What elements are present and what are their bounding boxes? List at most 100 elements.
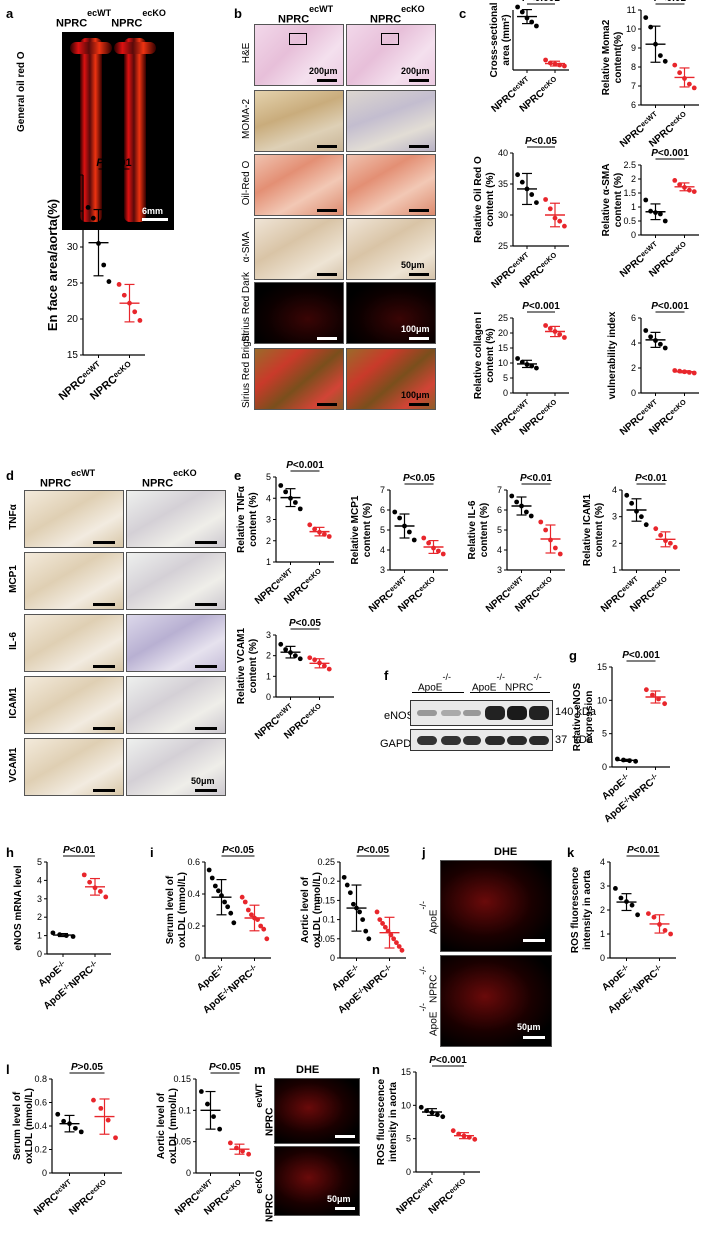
y-axis-label: Relative collagen Icontent (%) xyxy=(473,312,496,399)
data-point xyxy=(344,882,350,888)
group-tick-label: NPRCecWT xyxy=(617,239,662,280)
y-tick-label: 0 xyxy=(330,953,335,963)
y-tick-label: 4 xyxy=(497,545,502,555)
data-point xyxy=(225,904,231,910)
data-point xyxy=(461,1133,467,1139)
data-point xyxy=(391,936,397,942)
group-tick-label: NPRCecWT xyxy=(252,701,297,742)
data-point xyxy=(101,262,107,268)
y-tick-label: 4 xyxy=(37,875,42,885)
y-axis-label: Relative VCAM1content (%) xyxy=(236,627,259,704)
y-tick-label: 0.25 xyxy=(317,857,335,867)
y-tick-label: 1 xyxy=(266,557,271,567)
data-point xyxy=(662,701,668,707)
group-tick-label: NPRCecKO xyxy=(516,250,561,291)
group-tick-label: NPRCecWT xyxy=(488,74,533,115)
data-point xyxy=(396,944,402,949)
group-tick-label: NPRCecKO xyxy=(512,574,557,615)
data-point xyxy=(363,928,369,934)
y-tick-label: 25 xyxy=(498,241,508,251)
blot-size-gapdh: 37 kDa xyxy=(555,734,593,746)
y-tick-label: 3 xyxy=(612,512,617,522)
y-tick-label: 30 xyxy=(67,242,79,253)
data-point xyxy=(648,334,654,340)
data-point xyxy=(523,509,529,515)
group-tick-label: ApoE-/-NPRC-/- xyxy=(200,962,261,1016)
data-point xyxy=(557,551,563,557)
y-tick-label: 6 xyxy=(380,505,385,515)
group-tick-label: NPRCecKO xyxy=(627,574,672,615)
panel-j-row-dko: ApoE-/-NPRC-/- xyxy=(418,966,440,1036)
data-point xyxy=(547,326,553,331)
data-point xyxy=(643,197,649,203)
y-tick-label: 15 xyxy=(401,1067,411,1077)
p-value-label: P<0.001 xyxy=(286,460,324,471)
data-point xyxy=(217,1126,223,1132)
panel-d-tile xyxy=(24,738,124,796)
y-tick-label: 3 xyxy=(380,565,385,575)
data-point xyxy=(317,529,322,535)
data-point xyxy=(317,660,322,666)
data-point xyxy=(426,540,432,546)
y-axis-label: Serum level ofoxLDL (mmol/L) xyxy=(12,1088,35,1164)
y-axis-label: Relative Oil Red Ocontent (%) xyxy=(473,156,496,243)
data-point xyxy=(283,489,289,495)
y-axis-label: Cross-sectionalarea (mm²) xyxy=(489,2,512,77)
panel-a-image-label: General oil red O xyxy=(16,51,27,132)
panel-d-row-label: TNFα xyxy=(8,504,19,530)
data-point xyxy=(624,492,630,498)
data-point xyxy=(127,300,132,306)
y-axis-label: eNOS mRNA level xyxy=(13,865,24,950)
panel-letter-i: i xyxy=(150,845,154,860)
data-point xyxy=(57,932,63,938)
panel-j-row-apoe: ApoE-/- xyxy=(418,901,440,934)
y-tick-label: 0 xyxy=(195,953,200,963)
data-point xyxy=(397,515,403,521)
panel-b-tile xyxy=(346,154,436,216)
y-tick-label: 0.15 xyxy=(317,895,335,905)
data-point xyxy=(211,1114,216,1119)
data-point xyxy=(216,888,221,894)
data-point xyxy=(357,909,362,915)
y-tick-label: 0.8 xyxy=(34,1074,47,1084)
y-tick-label: 5 xyxy=(503,373,508,383)
y-tick-label: 20 xyxy=(498,328,508,338)
data-point xyxy=(91,1097,96,1103)
blot-enos xyxy=(410,700,553,726)
p-value-label: P<0.05 xyxy=(289,618,321,629)
data-point xyxy=(312,657,318,663)
y-tick-label: 2 xyxy=(266,536,271,546)
y-axis-label: Relative MCP1content (%) xyxy=(350,495,373,564)
panel-letter-f: f xyxy=(384,668,389,683)
group-tick-label: NPRCecKO xyxy=(516,74,561,115)
data-point xyxy=(662,58,668,64)
y-tick-label: 0 xyxy=(186,1168,191,1178)
p-value-label: P<0.001 xyxy=(622,650,660,661)
dhe-image-wt xyxy=(274,1078,360,1144)
data-point xyxy=(515,356,520,361)
y-tick-label: 0.6 xyxy=(187,857,200,867)
panel-b-row-label: Sirius Red Bright xyxy=(241,332,252,408)
group-tick-label: NPRCecWT xyxy=(617,109,662,150)
y-tick-label: 15 xyxy=(67,350,79,361)
y-tick-label: 0 xyxy=(37,949,42,959)
panel-d-tile xyxy=(126,490,226,548)
data-point xyxy=(297,506,303,512)
data-point xyxy=(648,208,654,214)
data-point xyxy=(643,687,649,693)
y-tick-label: 15 xyxy=(498,343,508,353)
y-tick-label: 5 xyxy=(497,525,502,535)
data-point xyxy=(264,936,270,942)
data-point xyxy=(377,917,383,922)
data-point xyxy=(638,514,644,520)
data-point xyxy=(231,920,237,926)
panel-d-tile: 50μm xyxy=(126,738,226,796)
data-point xyxy=(55,1111,61,1117)
data-point xyxy=(653,210,658,216)
data-point xyxy=(440,551,446,557)
y-tick-label: 0.2 xyxy=(322,876,335,886)
data-point xyxy=(662,345,668,351)
data-point xyxy=(440,1114,446,1120)
